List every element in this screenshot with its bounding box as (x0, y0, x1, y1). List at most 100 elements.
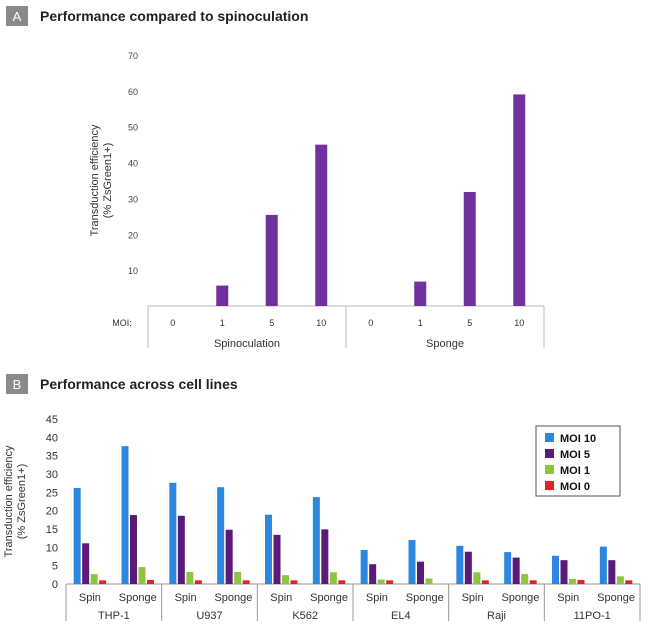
x-tick-label: Sponge (501, 592, 539, 604)
y-axis-label-line: (% ZsGreen1+) (16, 464, 28, 540)
bar (265, 514, 272, 584)
bar (216, 285, 229, 306)
bar (552, 555, 559, 584)
group-label: Spinoculation (214, 338, 280, 350)
bar (234, 571, 242, 584)
x-tick-label: 10 (316, 318, 326, 328)
bar (169, 482, 177, 584)
x-tick-label: 1 (220, 318, 225, 328)
moi-row-label: MOI: (112, 318, 132, 328)
bar (138, 567, 146, 584)
bar (414, 281, 427, 306)
legend-swatch (545, 433, 554, 442)
bar (512, 557, 520, 584)
x-tick-label: Spin (270, 592, 292, 604)
y-tick-label: 30 (46, 469, 58, 481)
group-label: EL4 (391, 610, 411, 622)
y-axis-label: Transduction efficiency(% ZsGreen1+) (89, 124, 114, 236)
y-tick-label: 45 (46, 414, 58, 426)
bar (147, 579, 154, 584)
panel-b-header: B Performance across cell lines (6, 374, 238, 394)
x-tick-label: 1 (418, 318, 423, 328)
y-axis-label-line: (% ZsGreen1+) (102, 143, 114, 219)
bar (225, 529, 233, 584)
y-tick-label: 20 (128, 230, 138, 240)
bar (625, 580, 633, 584)
bar (608, 560, 616, 584)
group-label: K562 (292, 610, 318, 622)
bar (282, 575, 289, 584)
panel-b-letter: B (6, 374, 28, 394)
group-label: THP-1 (98, 610, 130, 622)
x-tick-label: Sponge (310, 592, 348, 604)
panel-a-title: Performance compared to spinoculation (40, 8, 309, 24)
y-tick-label: 50 (128, 123, 138, 133)
legend-label: MOI 1 (560, 465, 590, 477)
bar (369, 564, 377, 584)
y-tick-label: 25 (46, 487, 58, 499)
x-tick-label: Spin (175, 592, 197, 604)
group-label: 11PO-1 (574, 610, 611, 622)
y-tick-label: 40 (128, 159, 138, 169)
y-tick-label: 35 (46, 451, 58, 463)
bar (265, 214, 278, 306)
x-tick-label: Sponge (597, 592, 635, 604)
bar (121, 446, 129, 584)
bar (481, 580, 489, 584)
bar (464, 551, 472, 584)
bar (273, 534, 281, 584)
bar (521, 574, 529, 584)
chart-b: Transduction efficiency(% ZsGreen1+) 0 5 10… (3, 414, 641, 622)
x-tick-label: Spin (462, 592, 484, 604)
bar (408, 540, 416, 584)
panel-b-title: Performance across cell lines (40, 376, 238, 392)
bar (616, 576, 624, 584)
bar (504, 552, 512, 584)
x-tick-label: 10 (514, 318, 524, 328)
bar (315, 144, 328, 306)
group-label: Sponge (426, 338, 464, 350)
y-tick-label: 10 (46, 542, 58, 554)
bar (338, 580, 346, 584)
bar (82, 543, 90, 584)
y-tick-label: 20 (46, 506, 58, 518)
x-tick-label: Spin (79, 592, 101, 604)
legend-swatch (545, 481, 554, 490)
y-tick-label: 70 (128, 51, 138, 61)
bar (577, 579, 585, 584)
y-axis-label: Transduction efficiency(% ZsGreen1+) (3, 445, 28, 557)
x-tick-label: 0 (170, 318, 175, 328)
panel-a-header: A Performance compared to spinoculation (6, 6, 308, 26)
bar (329, 572, 337, 584)
bar (90, 574, 98, 584)
bar (529, 580, 537, 584)
bar (473, 572, 481, 584)
y-tick-label: 30 (128, 194, 138, 204)
bar (386, 580, 394, 584)
legend-swatch (545, 449, 554, 458)
bar (560, 560, 568, 584)
x-tick-label: Sponge (406, 592, 444, 604)
bar (186, 571, 194, 584)
legend-label: MOI 10 (560, 433, 596, 445)
group-label: U937 (196, 610, 222, 622)
bar (194, 580, 202, 584)
x-tick-label: Spin (366, 592, 388, 604)
legend-label: MOI 0 (560, 481, 590, 493)
y-tick-label: 0 (52, 579, 58, 591)
x-tick-label: Spin (557, 592, 579, 604)
x-tick-label: 5 (269, 318, 274, 328)
bar (599, 546, 607, 584)
bar (513, 94, 526, 306)
bar (290, 580, 298, 584)
x-tick-label: Sponge (214, 592, 252, 604)
bar (463, 191, 476, 306)
bar (569, 578, 576, 584)
bar (417, 561, 424, 584)
bar (425, 578, 433, 584)
y-tick-label: 60 (128, 87, 138, 97)
bar (99, 580, 107, 584)
bar (217, 487, 225, 584)
bar (321, 529, 329, 584)
y-tick-label: 5 (52, 561, 58, 573)
